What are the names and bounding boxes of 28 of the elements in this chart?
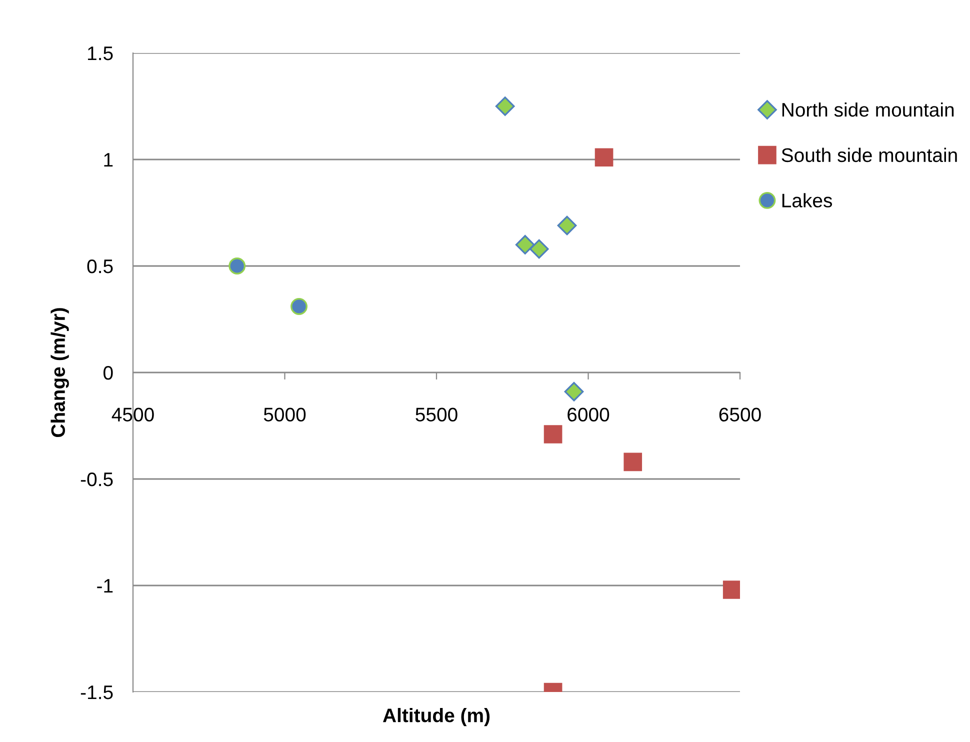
x-tick-label: 5000 — [264, 408, 306, 422]
y-tick-label: -1.5 — [80, 686, 113, 700]
y-tick-label: 0 — [104, 366, 113, 380]
y-tick-label: -0.5 — [80, 472, 113, 486]
x-tick-label: 4500 — [112, 408, 154, 422]
x-axis-title: Altitude (m) — [382, 708, 490, 726]
x-tick-label: 5500 — [416, 408, 458, 422]
y-tick-label: 1 — [104, 153, 113, 167]
point — [564, 382, 584, 402]
y-axis-title: Change (m/yr) — [50, 308, 69, 438]
x-tick-label: 6000 — [568, 408, 610, 422]
point — [515, 235, 535, 254]
point — [290, 298, 308, 315]
x-tick-label: 6500 — [719, 408, 761, 422]
point — [529, 239, 549, 259]
point — [495, 96, 515, 116]
point — [624, 452, 642, 472]
legend-label: Lakes — [782, 193, 832, 208]
point — [594, 148, 614, 167]
y-tick-label: 1.5 — [88, 46, 113, 60]
point — [228, 258, 246, 274]
legend-label: North side mountain — [782, 102, 954, 117]
legend-label: South side mountain — [782, 148, 957, 162]
y-tick-label: -1 — [97, 579, 113, 593]
y-tick-label: 0.5 — [87, 259, 113, 274]
point — [722, 580, 740, 599]
point — [557, 216, 577, 236]
point — [544, 425, 562, 444]
